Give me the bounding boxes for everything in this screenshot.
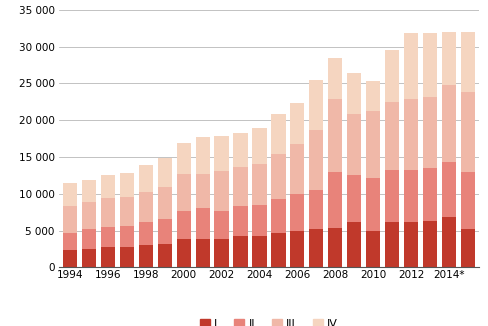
Bar [366, 111, 380, 178]
Bar [63, 233, 77, 250]
Bar [176, 239, 190, 267]
Bar [441, 85, 455, 162]
Bar [271, 154, 285, 199]
Bar [233, 206, 247, 236]
Bar [176, 174, 190, 211]
Bar [139, 165, 153, 192]
Bar [63, 206, 77, 233]
Bar [422, 96, 436, 168]
Bar [384, 102, 398, 170]
Bar [384, 50, 398, 102]
Bar [252, 164, 266, 205]
Bar [120, 226, 134, 247]
Bar [157, 158, 171, 187]
Bar [327, 228, 342, 267]
Bar [441, 32, 455, 85]
Bar [460, 229, 474, 267]
Bar [120, 247, 134, 267]
Bar [271, 199, 285, 233]
Bar [422, 168, 436, 221]
Bar [327, 99, 342, 172]
Bar [271, 114, 285, 154]
Bar [81, 202, 96, 230]
Bar [139, 222, 153, 245]
Bar [460, 92, 474, 172]
Bar [233, 236, 247, 267]
Bar [441, 217, 455, 267]
Bar [460, 172, 474, 229]
Bar [214, 171, 228, 211]
Bar [101, 198, 115, 227]
Bar [290, 103, 304, 144]
Legend: I, II, III, IV: I, II, III, IV [195, 315, 342, 326]
Bar [233, 133, 247, 167]
Bar [327, 172, 342, 228]
Bar [327, 58, 342, 99]
Bar [290, 195, 304, 230]
Bar [176, 143, 190, 174]
Bar [252, 236, 266, 267]
Bar [81, 248, 96, 267]
Bar [214, 239, 228, 267]
Bar [101, 247, 115, 267]
Bar [214, 136, 228, 171]
Bar [403, 99, 417, 170]
Bar [346, 113, 361, 175]
Bar [252, 205, 266, 236]
Bar [366, 230, 380, 267]
Bar [252, 127, 266, 164]
Bar [403, 222, 417, 267]
Bar [176, 211, 190, 239]
Bar [422, 221, 436, 267]
Bar [157, 187, 171, 219]
Bar [195, 239, 209, 267]
Bar [403, 33, 417, 99]
Bar [384, 170, 398, 222]
Bar [195, 174, 209, 208]
Bar [346, 175, 361, 222]
Bar [366, 178, 380, 230]
Bar [384, 222, 398, 267]
Bar [214, 211, 228, 239]
Bar [157, 219, 171, 244]
Bar [139, 245, 153, 267]
Bar [139, 192, 153, 222]
Bar [308, 229, 323, 267]
Bar [101, 175, 115, 198]
Bar [81, 230, 96, 248]
Bar [441, 162, 455, 217]
Bar [308, 190, 323, 229]
Bar [460, 32, 474, 92]
Bar [195, 137, 209, 174]
Bar [308, 80, 323, 130]
Bar [233, 167, 247, 206]
Bar [290, 144, 304, 195]
Bar [120, 197, 134, 226]
Bar [195, 208, 209, 239]
Bar [81, 180, 96, 202]
Bar [63, 184, 77, 206]
Bar [290, 230, 304, 267]
Bar [366, 81, 380, 111]
Bar [271, 233, 285, 267]
Bar [403, 170, 417, 222]
Bar [422, 33, 436, 96]
Bar [63, 250, 77, 267]
Bar [308, 130, 323, 190]
Bar [346, 73, 361, 113]
Bar [346, 222, 361, 267]
Bar [157, 244, 171, 267]
Bar [120, 173, 134, 197]
Bar [101, 227, 115, 247]
